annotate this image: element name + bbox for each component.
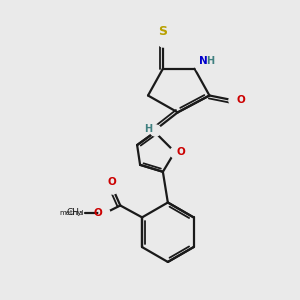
Text: H: H bbox=[206, 56, 214, 66]
Text: S: S bbox=[158, 25, 167, 38]
Text: CH₃: CH₃ bbox=[66, 208, 82, 217]
Text: H: H bbox=[144, 124, 152, 134]
Text: O: O bbox=[107, 177, 116, 187]
Text: methyl: methyl bbox=[59, 210, 84, 216]
Text: N: N bbox=[199, 56, 207, 66]
Text: O: O bbox=[177, 147, 185, 157]
Text: O: O bbox=[236, 95, 245, 106]
Text: O: O bbox=[94, 208, 103, 218]
